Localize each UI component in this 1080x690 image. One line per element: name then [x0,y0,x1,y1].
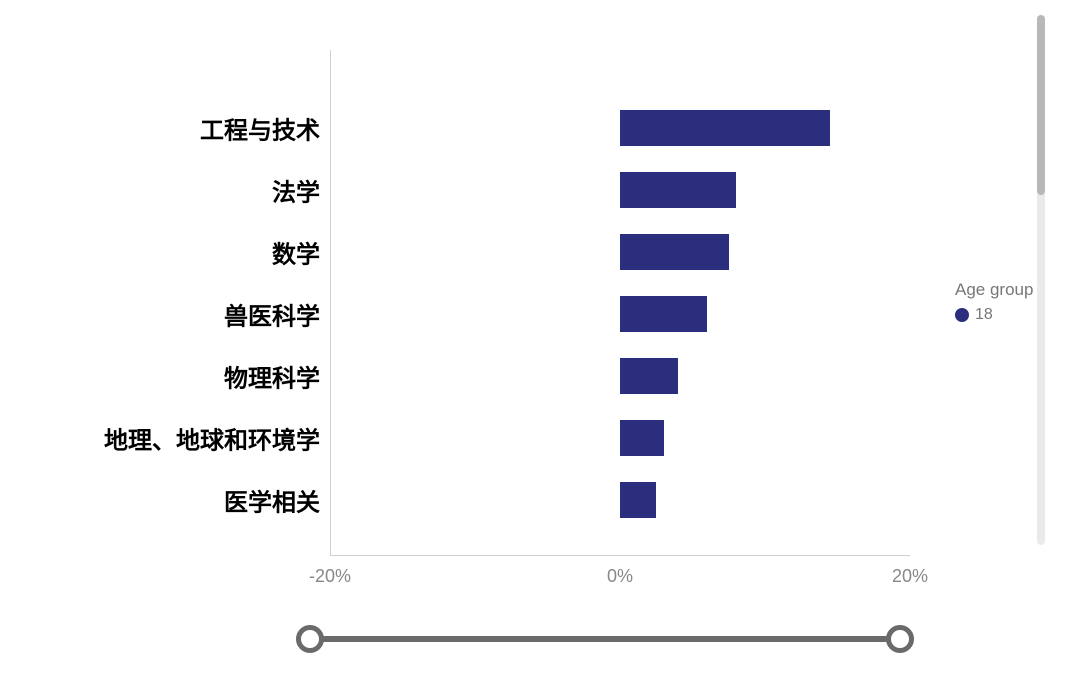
range-slider[interactable] [310,625,900,655]
bar[interactable] [620,358,678,394]
chart-container: 工程与技术法学数学兽医科学物理科学地理、地球和环境学医学相关 -20%0%20%… [0,50,1080,610]
bar[interactable] [620,234,729,270]
y-category-label: 地理、地球和环境学 [104,421,320,456]
y-category-label: 医学相关 [224,483,320,518]
bar[interactable] [620,482,656,518]
bar[interactable] [620,110,830,146]
vertical-scrollbar[interactable] [1037,15,1045,545]
slider-handle-right[interactable] [886,625,914,653]
bar[interactable] [620,420,664,456]
y-labels-column: 工程与技术法学数学兽医科学物理科学地理、地球和环境学医学相关 [0,50,330,610]
y-category-label: 工程与技术 [200,111,320,146]
y-axis-line [330,50,331,555]
legend-item-label: 18 [975,306,993,324]
x-tick-label: -20% [309,566,351,587]
y-category-label: 数学 [272,235,320,270]
slider-track [310,636,900,642]
x-tick-label: 0% [607,566,633,587]
y-category-label: 兽医科学 [224,297,320,332]
slider-handle-left[interactable] [296,625,324,653]
x-axis-line [330,555,910,556]
scrollbar-thumb[interactable] [1037,15,1045,195]
plot-area: -20%0%20% [330,50,910,610]
y-category-label: 物理科学 [224,359,320,394]
legend-dot-icon [955,308,969,322]
bar[interactable] [620,172,736,208]
bar[interactable] [620,296,707,332]
y-category-label: 法学 [272,173,320,208]
